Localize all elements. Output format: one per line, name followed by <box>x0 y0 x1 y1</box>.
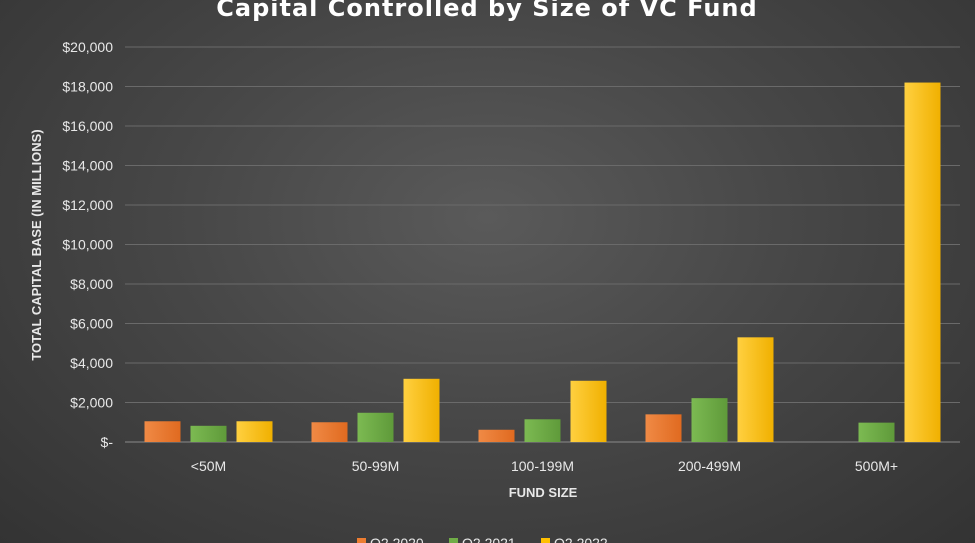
legend-swatch <box>541 538 550 543</box>
y-tick-label: $16,000 <box>62 118 113 134</box>
y-tick-label: $18,000 <box>62 79 113 95</box>
bar-q2-2020 <box>311 422 348 442</box>
y-tick-label: $8,000 <box>70 276 113 292</box>
bar-q2-2022 <box>737 337 774 442</box>
y-tick-label: $14,000 <box>62 158 113 174</box>
y-tick-label: $20,000 <box>62 39 113 55</box>
x-tick-label: 200-499M <box>678 458 741 474</box>
bar-q2-2021 <box>357 412 394 442</box>
bar-q2-2020 <box>144 421 181 442</box>
y-tick-label: $4,000 <box>70 355 113 371</box>
y-tick-label: $6,000 <box>70 316 113 332</box>
bar-q2-2022 <box>570 380 607 442</box>
gridlines <box>125 46 960 443</box>
x-tick-label: 500M+ <box>855 458 898 474</box>
legend-swatch <box>357 538 366 543</box>
y-tick-label: $12,000 <box>62 197 113 213</box>
legend-label: Q2 2022 <box>554 535 608 543</box>
y-tick-label: $- <box>101 434 114 450</box>
y-axis-label: TOTAL CAPITAL BASE (IN MILLIONS) <box>29 129 44 360</box>
x-axis-label: FUND SIZE <box>509 485 578 500</box>
bar-q2-2021 <box>691 398 728 442</box>
chart-title: Capital Controlled by Size of VC Fund <box>216 0 757 22</box>
x-tick-label: 50-99M <box>352 458 399 474</box>
bar-q2-2022 <box>904 82 941 443</box>
bar-q2-2021 <box>190 425 227 442</box>
y-axis-ticks: $- $2,000 $4,000 $6,000 $8,000 $10,000 $12,000… <box>62 39 113 450</box>
bar-q2-2021 <box>524 419 561 442</box>
bar-q2-2020 <box>478 429 515 442</box>
x-tick-label: <50M <box>191 458 226 474</box>
legend: Q2 2020 Q2 2021 Q2 2022 <box>357 535 608 543</box>
legend-label: Q2 2020 <box>370 535 424 543</box>
y-tick-label: $10,000 <box>62 237 113 253</box>
bar-q2-2021 <box>858 422 895 442</box>
bar-q2-2022 <box>236 421 273 442</box>
legend-swatch <box>449 538 458 543</box>
bar-q2-2020 <box>645 414 682 442</box>
x-axis-ticks: <50M 50-99M 100-199M 200-499M 500M+ <box>191 458 898 474</box>
legend-label: Q2 2021 <box>462 535 516 543</box>
bars <box>144 82 941 443</box>
bar-q2-2022 <box>403 378 440 442</box>
x-tick-label: 100-199M <box>511 458 574 474</box>
y-tick-label: $2,000 <box>70 395 113 411</box>
